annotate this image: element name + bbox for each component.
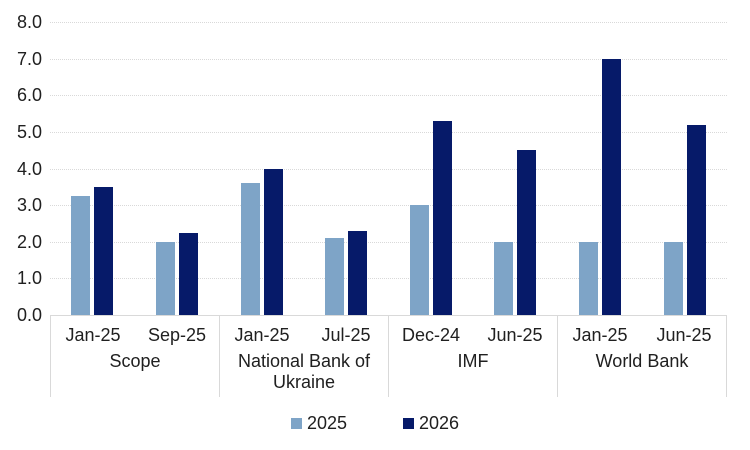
legend-label: 2026 bbox=[419, 413, 460, 433]
gridline bbox=[50, 58, 727, 60]
y-tick-label: 7.0 bbox=[16, 48, 42, 69]
bar-2026 bbox=[263, 168, 283, 315]
bar-2026 bbox=[348, 230, 368, 315]
category-axis: Jan-25 Sep-25 Scope Jan-25 Jul-25 National Ba… bbox=[50, 315, 727, 397]
bar-2025 bbox=[325, 238, 345, 315]
y-tick-label: 0.0 bbox=[16, 305, 42, 325]
bar-slot bbox=[50, 22, 135, 315]
bar-slot bbox=[135, 22, 220, 315]
bar-group bbox=[558, 22, 727, 315]
gridline bbox=[50, 22, 727, 23]
axis-group-cell: Jan-25 Jun-25 World Bank bbox=[557, 316, 727, 397]
bar-slot bbox=[473, 22, 558, 315]
gridline bbox=[50, 278, 727, 280]
bar-slot bbox=[558, 22, 643, 315]
gridline bbox=[50, 241, 727, 243]
date-row: Jan-25 Jun-25 bbox=[558, 316, 726, 345]
group-label: National Bank of Ukraine bbox=[237, 351, 371, 392]
y-tick-label: 2.0 bbox=[16, 231, 42, 252]
bar-2026 bbox=[432, 120, 452, 315]
date-label: Dec-24 bbox=[401, 325, 461, 345]
date-label: Jan-25 bbox=[65, 325, 121, 345]
y-tick-label: 5.0 bbox=[16, 121, 42, 142]
date-label: Jul-25 bbox=[321, 325, 371, 345]
gridline bbox=[50, 95, 727, 97]
plot-area bbox=[50, 22, 727, 315]
date-row: Jan-25 Jul-25 bbox=[220, 316, 388, 345]
y-tick-label: 6.0 bbox=[16, 85, 42, 106]
gridline bbox=[50, 205, 727, 207]
bars-layer bbox=[50, 22, 727, 315]
legend-item-2025: 2025 bbox=[290, 412, 347, 434]
date-label: Jan-25 bbox=[234, 325, 290, 345]
group-label: IMF bbox=[457, 351, 489, 371]
legend-swatch-icon bbox=[403, 417, 414, 429]
gridline bbox=[50, 131, 727, 133]
date-row: Jan-25 Sep-25 bbox=[51, 316, 219, 345]
y-tick-label: 1.0 bbox=[16, 268, 42, 289]
y-tick-label: 4.0 bbox=[16, 158, 42, 179]
date-label: Sep-25 bbox=[147, 325, 207, 345]
bar-2026 bbox=[517, 150, 537, 315]
legend-swatch-icon bbox=[290, 417, 302, 429]
bar-slot bbox=[219, 22, 304, 315]
legend-item-2026: 2026 bbox=[403, 412, 459, 434]
y-tick-label: 8.0 bbox=[16, 12, 42, 32]
axis-group-cell: Dec-24 Jun-25 IMF bbox=[388, 316, 557, 397]
bar-2026 bbox=[178, 232, 198, 315]
axis-group-cell: Jan-25 Sep-25 Scope bbox=[50, 316, 219, 397]
bar-2026 bbox=[686, 124, 706, 315]
bar-group bbox=[219, 22, 388, 315]
group-label: World Bank bbox=[595, 351, 689, 371]
legend: 2025 2026 bbox=[0, 412, 750, 434]
legend-label: 2025 bbox=[306, 413, 347, 433]
bar-2026 bbox=[602, 58, 622, 315]
bar-slot bbox=[642, 22, 727, 315]
bar-2025 bbox=[71, 195, 91, 315]
bar-group bbox=[389, 22, 558, 315]
bar-2025 bbox=[494, 241, 514, 315]
bar-2025 bbox=[240, 183, 260, 315]
gridline bbox=[50, 168, 727, 170]
group-label: Scope bbox=[109, 351, 161, 371]
date-label: Jun-25 bbox=[656, 325, 712, 345]
bar-2025 bbox=[155, 241, 175, 315]
date-row: Dec-24 Jun-25 bbox=[389, 316, 557, 345]
date-label: Jan-25 bbox=[572, 325, 628, 345]
date-label: Jun-25 bbox=[487, 325, 543, 345]
y-tick-label: 3.0 bbox=[16, 195, 42, 216]
bar-2025 bbox=[579, 241, 599, 315]
bar-2026 bbox=[94, 186, 114, 315]
bar-slot bbox=[304, 22, 389, 315]
bar-group bbox=[50, 22, 219, 315]
bar-2025 bbox=[409, 205, 429, 315]
axis-group-cell: Jan-25 Jul-25 National Bank of Ukraine bbox=[219, 316, 388, 397]
bar-2025 bbox=[663, 241, 683, 315]
bar-slot bbox=[389, 22, 474, 315]
